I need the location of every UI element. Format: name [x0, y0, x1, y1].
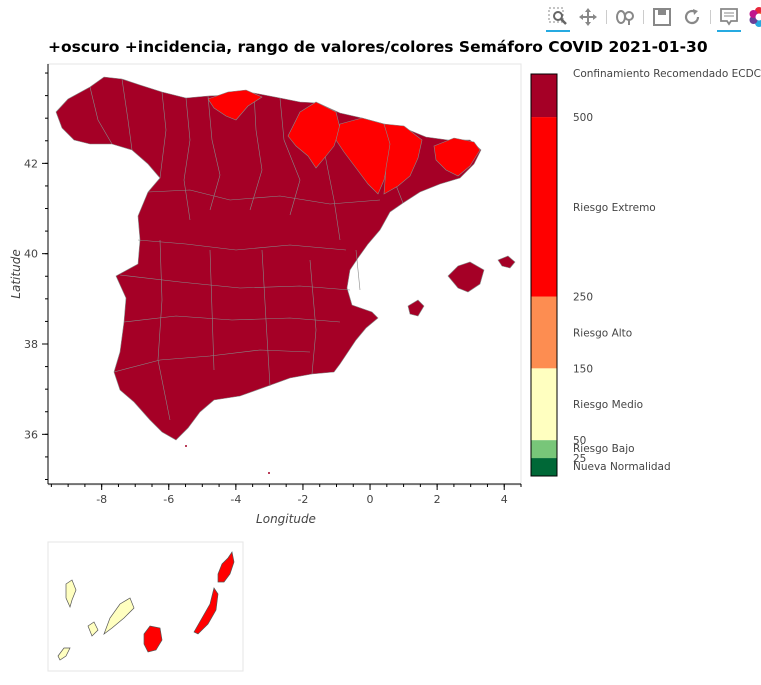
colorbar-category-label: Riesgo Medio	[573, 399, 643, 411]
bokeh-logo-icon[interactable]	[747, 5, 761, 29]
y-tick-label: 36	[24, 428, 38, 441]
toolbar-divider	[606, 10, 607, 24]
colorbar-segment	[531, 440, 557, 459]
colorbar-tick-label: 25	[573, 453, 586, 465]
toolbar-divider	[643, 10, 644, 24]
pan-icon[interactable]	[576, 5, 600, 29]
x-tick-label: -4	[230, 493, 241, 506]
region-la-gomera[interactable]	[87, 621, 99, 637]
region-navarra[interactable]	[287, 101, 341, 169]
chart-title: +oscuro +incidencia, rango de valores/co…	[48, 38, 708, 56]
colorbar-category-label: Riesgo Extremo	[573, 202, 656, 214]
hover-icon[interactable]	[717, 5, 741, 32]
reset-icon[interactable]	[680, 5, 704, 29]
x-tick-label: -8	[96, 493, 107, 506]
x-tick-label: -6	[163, 493, 174, 506]
x-tick-label: -2	[297, 493, 308, 506]
colorbar-segment	[531, 368, 557, 441]
region-lanzarote[interactable]	[217, 551, 235, 583]
y-axis-ticks: 36 38 40 42	[24, 72, 48, 480]
region-tenerife[interactable]	[103, 597, 135, 635]
colorbar-tick-label: 500	[573, 112, 593, 124]
y-tick-label: 42	[24, 157, 38, 170]
region-huesca[interactable]	[335, 117, 393, 195]
region-cantabria[interactable]	[207, 89, 263, 121]
colorbar-tick-label: 150	[573, 363, 593, 375]
colorbar-tick-label: 250	[573, 292, 593, 304]
x-tick-label: 2	[434, 493, 441, 506]
x-axis-ticks: -8 -6 -4 -2 0 2 4	[50, 484, 522, 506]
colorbar-segment	[531, 117, 557, 297]
y-tick-label: 40	[24, 248, 38, 261]
y-tick-label: 38	[24, 338, 38, 351]
region-lleida[interactable]	[383, 123, 423, 195]
save-icon[interactable]	[650, 5, 674, 29]
region-fuerteventura[interactable]	[193, 587, 219, 635]
y-axis-label: Latitude	[9, 249, 23, 298]
colorbar-category-label: Riesgo Bajo	[573, 443, 635, 455]
region-ibiza[interactable]	[407, 299, 425, 317]
colorbar-segment	[531, 296, 557, 369]
colorbar-category-label: Confinamiento Recomendado ECDC	[573, 68, 761, 80]
x-tick-label: 4	[501, 493, 508, 506]
colorbar-segment	[531, 74, 557, 118]
colorbar-segment	[531, 458, 557, 476]
colorbar-category-label: Riesgo Alto	[573, 327, 632, 339]
province-boundaries	[89, 78, 404, 421]
box-zoom-icon[interactable]	[546, 5, 570, 32]
colorbar-frame	[530, 73, 558, 477]
region-menorca[interactable]	[497, 255, 516, 269]
plot-toolbar	[546, 4, 761, 32]
region-la-palma[interactable]	[65, 579, 77, 609]
toolbar-divider	[710, 10, 711, 24]
colorbar: Nueva Normalidad Riesgo Bajo Riesgo Medio R…	[530, 68, 761, 477]
region-gran-canaria[interactable]	[143, 625, 163, 653]
wheel-zoom-icon[interactable]	[613, 5, 637, 29]
region-el-hierro[interactable]	[57, 647, 71, 661]
x-axis-label: Longitude	[256, 512, 316, 526]
colorbar-category-label: Nueva Normalidad	[573, 461, 671, 473]
region-girona[interactable]	[433, 137, 481, 177]
region-ceuta[interactable]	[185, 445, 187, 447]
region-mallorca[interactable]	[447, 261, 485, 293]
x-tick-label: 0	[367, 493, 374, 506]
region-melilla[interactable]	[268, 472, 270, 474]
colorbar-tick-label: 50	[573, 435, 586, 447]
